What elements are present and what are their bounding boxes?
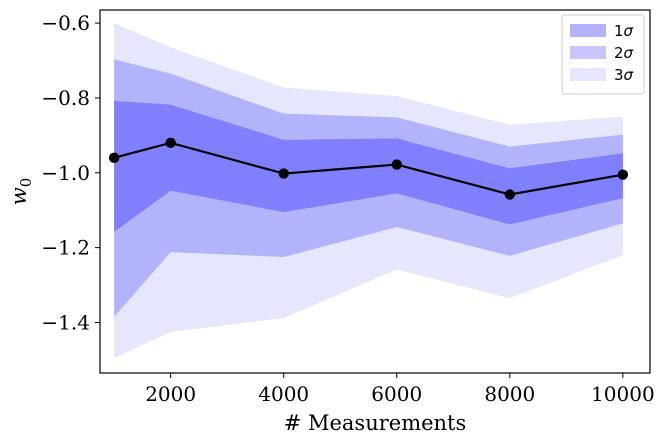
legend: 1σ 2σ 3σ [561, 14, 645, 95]
y-tick-label: −1.4 [41, 310, 90, 334]
x-axis-ticks: 2000 4000 6000 8000 10000 [145, 373, 655, 406]
y-tick-label: −1.0 [41, 161, 90, 185]
x-axis-label: # Measurements [284, 411, 467, 433]
legend-swatch [570, 24, 606, 37]
x-tick-label: 4000 [258, 382, 309, 406]
legend-label: 1σ [614, 22, 634, 40]
legend-swatch [570, 46, 606, 59]
legend-label: 3σ [614, 66, 634, 84]
data-point [165, 137, 176, 149]
y-tick-label: −1.2 [41, 236, 90, 260]
legend-label: 2σ [614, 44, 634, 62]
x-tick-label: 2000 [145, 382, 196, 406]
y-axis-label-base: w [7, 187, 31, 205]
y-tick-label: −0.6 [41, 11, 90, 35]
x-tick-label: 6000 [371, 382, 422, 406]
center-points [108, 137, 629, 200]
data-point [617, 169, 629, 180]
y-tick-label: −0.8 [41, 86, 90, 110]
data-point [504, 189, 516, 200]
center-line [113, 141, 624, 196]
x-tick-label: 8000 [484, 382, 535, 406]
confidence-bands [114, 23, 623, 359]
data-point [278, 168, 289, 179]
center-series [113, 141, 624, 196]
x-tick-label: 10000 [591, 382, 655, 406]
y-axis-ticks: −0.6 −0.8 −1.0 −1.2 −1.4 [41, 11, 100, 334]
legend-swatch [570, 68, 606, 81]
data-point [108, 152, 120, 164]
data-point [391, 159, 402, 170]
plot-frame [99, 9, 651, 374]
y-axis-label-subscript: 0 [17, 178, 35, 188]
y-axis-label: w0 [7, 178, 35, 206]
